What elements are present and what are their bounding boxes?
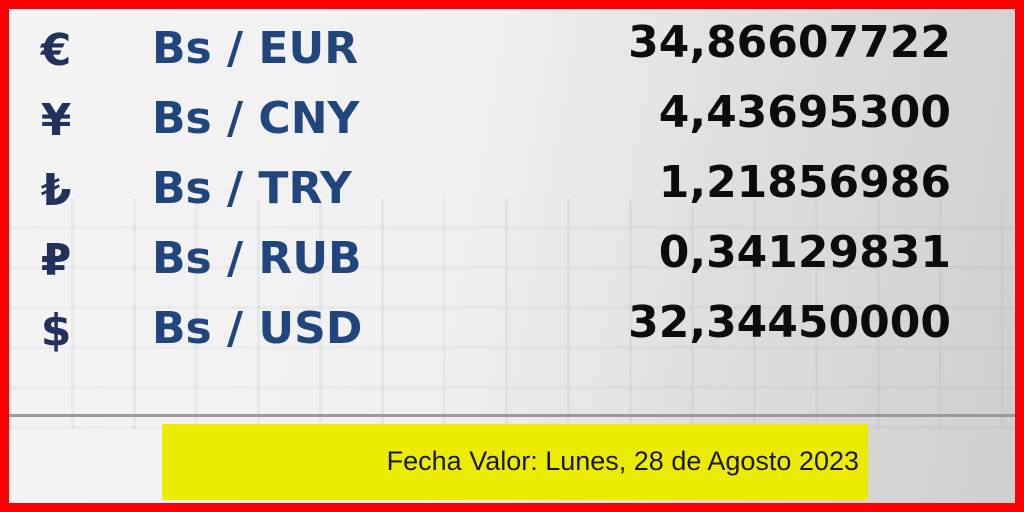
divider <box>9 414 1015 417</box>
building-background <box>9 199 1015 429</box>
rate-value: 1,21856986 <box>658 157 951 208</box>
rate-value: 32,34450000 <box>628 297 951 348</box>
rate-row-usd: $ Bs / USD 32,34450000 <box>9 297 1015 367</box>
euro-icon: € <box>40 25 72 76</box>
rate-row-try: ₺ Bs / TRY 1,21856986 <box>9 157 1015 227</box>
yuan-icon: ¥ <box>40 95 72 146</box>
rate-pair: Bs / RUB <box>152 233 362 284</box>
rate-pair: Bs / TRY <box>152 163 352 214</box>
date-banner: Fecha Valor: Lunes, 28 de Agosto 2023 <box>162 424 868 500</box>
rate-value: 34,86607722 <box>628 17 951 68</box>
rate-pair: Bs / CNY <box>152 93 360 144</box>
lira-icon: ₺ <box>40 165 72 216</box>
dollar-icon: $ <box>40 305 72 356</box>
exchange-rate-panel: € Bs / EUR 34,86607722 ¥ Bs / CNY 4,4369… <box>9 9 1015 503</box>
rate-pair: Bs / EUR <box>152 23 359 74</box>
rate-row-eur: € Bs / EUR 34,86607722 <box>9 17 1015 87</box>
ruble-icon: ₽ <box>40 235 72 286</box>
rate-row-cny: ¥ Bs / CNY 4,43695300 <box>9 87 1015 157</box>
rate-pair: Bs / USD <box>152 303 363 354</box>
rate-value: 4,43695300 <box>658 87 951 138</box>
rate-value: 0,34129831 <box>658 227 951 278</box>
rate-row-rub: ₽ Bs / RUB 0,34129831 <box>9 227 1015 297</box>
date-label: Fecha Valor: Lunes, 28 de Agosto 2023 <box>386 446 859 476</box>
